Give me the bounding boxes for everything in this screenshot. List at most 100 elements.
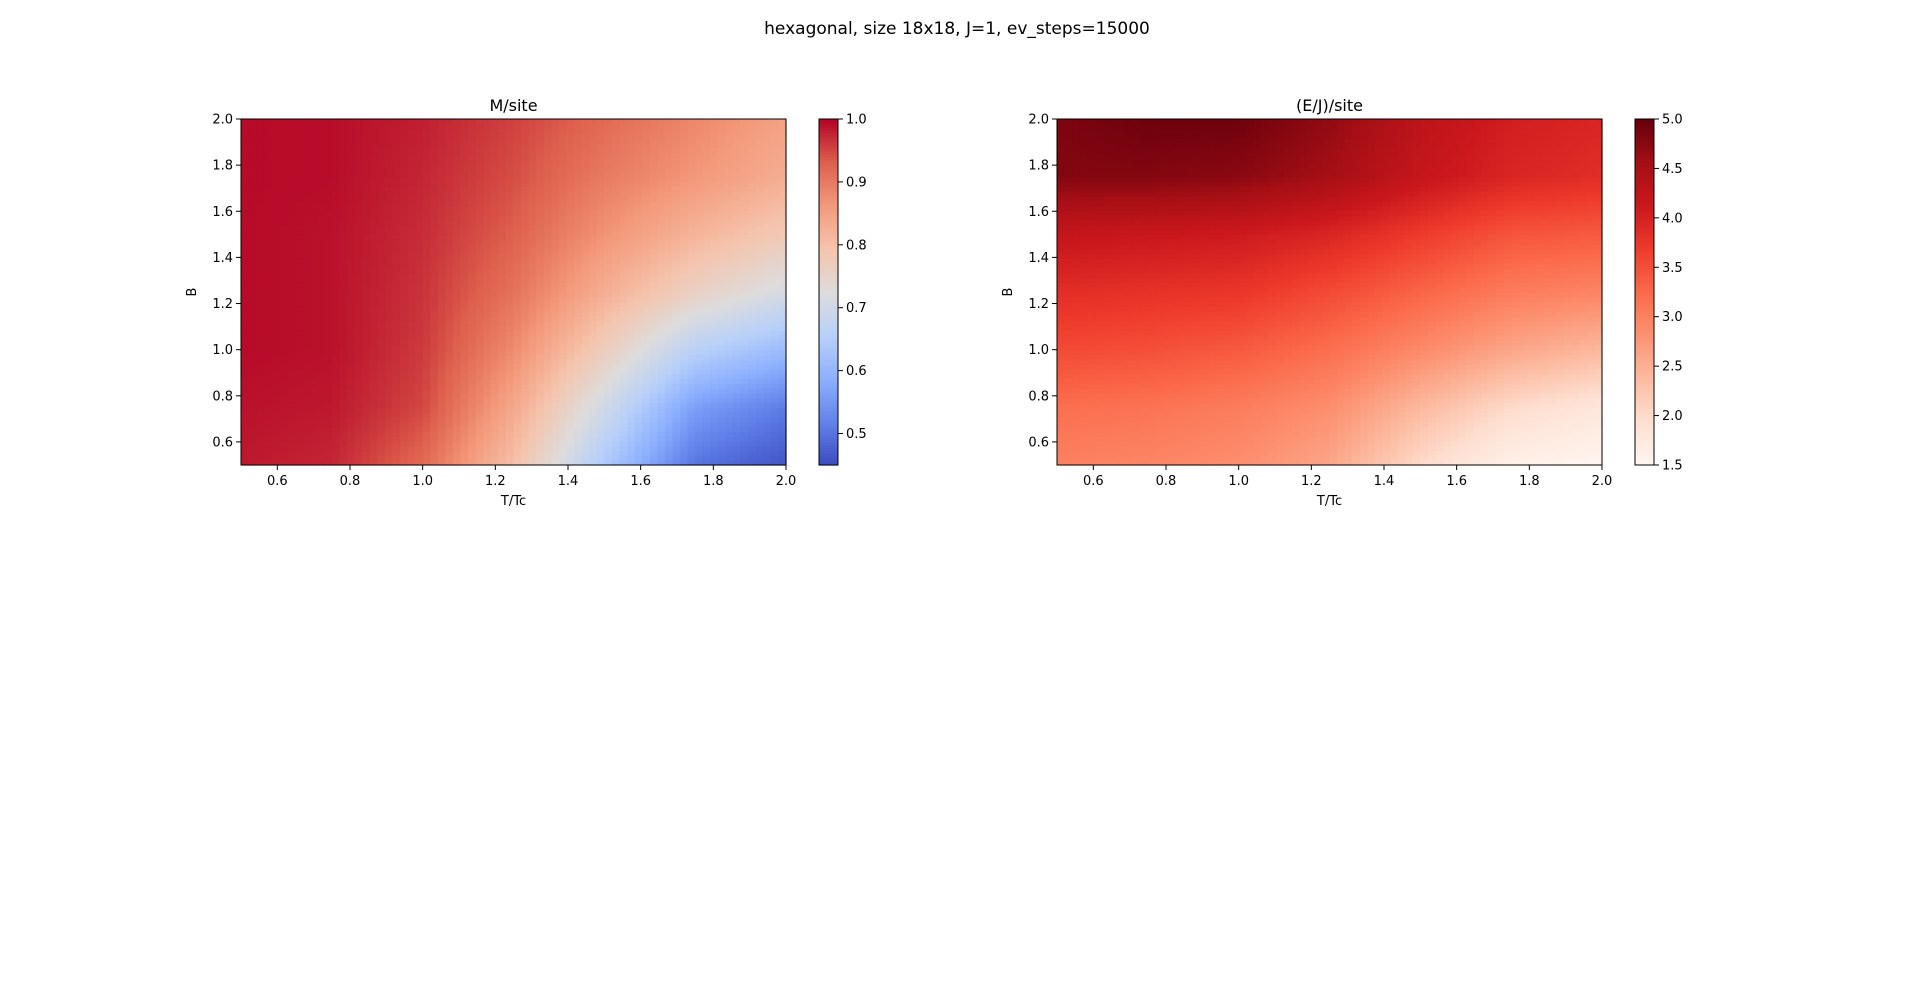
heatmap-cell [422, 320, 431, 327]
heatmap-cell [430, 143, 439, 149]
heatmap-cell [596, 368, 605, 375]
heatmap-cell [513, 186, 522, 192]
heatmap-cell [354, 421, 363, 428]
heatmap-cell [468, 224, 477, 231]
heatmap-cell [324, 359, 333, 365]
heatmap-cell [354, 205, 363, 211]
heatmap-cell [316, 181, 325, 187]
heatmap-cell [248, 258, 257, 264]
heatmap-cell [604, 316, 613, 322]
heatmap-cell [437, 176, 446, 183]
heatmap-cell [377, 292, 386, 298]
heatmap-cell [627, 243, 636, 250]
heatmap-cell [649, 316, 658, 322]
heatmap-cell [581, 147, 590, 154]
heatmap-cell [611, 181, 621, 187]
heatmap-cell [286, 234, 295, 240]
heatmap-cell [263, 200, 272, 207]
heatmap-cell [241, 248, 250, 255]
heatmap-cell [437, 248, 446, 255]
heatmap-cell [778, 282, 787, 288]
heatmap-cell [407, 277, 416, 283]
heatmap-cell [680, 229, 689, 235]
heatmap-cell [664, 364, 674, 370]
heatmap-cell [755, 335, 764, 341]
heatmap-cell [710, 436, 719, 442]
heatmap-cell [498, 157, 507, 163]
heatmap-cell [551, 426, 560, 432]
heatmap-cell [687, 210, 696, 216]
heatmap-cell [430, 186, 439, 192]
heatmap-cell [384, 320, 393, 327]
heatmap-cell [362, 325, 371, 332]
heatmap-cell [611, 373, 621, 380]
heatmap-cell [293, 138, 303, 144]
heatmap-cell [271, 248, 280, 255]
heatmap-cell [725, 229, 734, 235]
heatmap-cell [309, 364, 318, 370]
heatmap-cell [369, 162, 378, 168]
heatmap-cell [460, 368, 469, 375]
heatmap-cell [551, 253, 560, 259]
heatmap-cell [377, 200, 386, 207]
heatmap-cell [657, 167, 666, 173]
heatmap-cell [316, 219, 325, 226]
heatmap-cell [521, 378, 530, 384]
heatmap-cell [346, 330, 356, 336]
heatmap-cell [581, 421, 590, 428]
heatmap-cell [256, 143, 265, 149]
heatmap-cell [566, 205, 575, 211]
heatmap-cell [604, 311, 613, 317]
heatmap-cell [717, 253, 727, 259]
heatmap-cell [717, 219, 727, 226]
heatmap-cell [301, 306, 310, 312]
heatmap-cell [248, 397, 257, 404]
heatmap-cell [604, 167, 613, 173]
heatmap-cell [672, 344, 681, 351]
heatmap-cell [627, 133, 636, 139]
heatmap-cell [770, 368, 780, 375]
heatmap-cell [369, 205, 378, 211]
heatmap-cell [241, 277, 250, 283]
heatmap-cell [634, 412, 643, 418]
heatmap-cell [627, 364, 636, 370]
heatmap-cell [725, 388, 734, 394]
heatmap-cell [604, 162, 613, 168]
heatmap-cell [657, 152, 666, 159]
heatmap-cell [717, 272, 727, 279]
heatmap-cell [574, 277, 583, 283]
heatmap-cell [468, 133, 477, 139]
heatmap-cell [627, 445, 636, 452]
heatmap-cell [354, 253, 363, 259]
heatmap-cell [755, 157, 764, 163]
heatmap-cell [763, 325, 772, 332]
heatmap-cell [778, 378, 787, 384]
heatmap-cell [733, 436, 742, 442]
heatmap-cell [407, 239, 416, 245]
heatmap-cell [702, 311, 711, 317]
heatmap-cell [649, 412, 658, 418]
heatmap-cell [339, 320, 348, 327]
heatmap-cell [748, 200, 757, 207]
heatmap-cell [574, 219, 583, 226]
heatmap-cell [725, 354, 734, 360]
heatmap-cell [293, 340, 303, 346]
heatmap-cell [574, 200, 583, 207]
heatmap-cell [377, 186, 386, 192]
heatmap-cell [460, 157, 469, 163]
heatmap-cell [293, 388, 303, 394]
heatmap-cell [286, 258, 295, 264]
heatmap-cell [392, 431, 401, 437]
heatmap-cell [278, 176, 288, 183]
heatmap-cell [271, 162, 280, 168]
heatmap-cell [566, 152, 575, 159]
heatmap-cell [241, 364, 250, 370]
heatmap-cell [695, 258, 704, 264]
heatmap-cell [581, 195, 590, 202]
heatmap-cell [672, 282, 681, 288]
heatmap-cell [430, 282, 439, 288]
heatmap-cell [611, 416, 621, 423]
heatmap-cell [324, 316, 333, 322]
heatmap-cell [581, 239, 590, 245]
heatmap-cell [770, 200, 780, 207]
